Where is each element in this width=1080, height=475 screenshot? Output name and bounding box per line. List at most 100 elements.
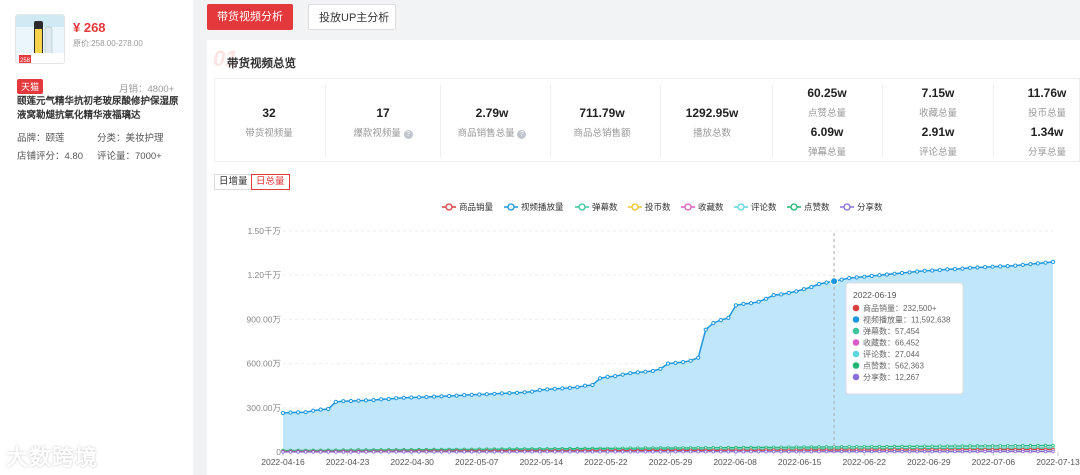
plays-point (998, 264, 1003, 269)
stat-value: 1.34w (1030, 125, 1064, 139)
divider (882, 85, 883, 157)
x-tick-label: 2022-04-23 (326, 457, 370, 467)
plays-point (620, 372, 625, 377)
series-point (688, 450, 693, 454)
series-point (432, 450, 436, 454)
tab-video-analysis[interactable]: 带货视频分析 (207, 4, 293, 30)
plays-point (280, 410, 286, 416)
tooltip-marker (852, 362, 860, 369)
brand-label: 品牌： (17, 133, 46, 144)
tooltip-marker (852, 316, 860, 323)
plays-point (975, 265, 980, 270)
plays-point (424, 394, 429, 400)
x-tick-label: 2022-05-07 (455, 457, 499, 467)
divider (325, 85, 326, 157)
series-point (1013, 449, 1017, 454)
legend-marker (684, 203, 692, 211)
series-point (613, 450, 617, 454)
series-point (711, 450, 715, 454)
stat-danmaku: 6.09w 弹幕总量 (777, 125, 877, 158)
plays-point (431, 394, 437, 399)
series-point (319, 450, 323, 454)
category-info: 分类：美妆护理 (97, 130, 164, 144)
series-point (817, 450, 821, 454)
tooltip-item: 商品销量：232,500+ (863, 303, 937, 313)
tooltip-item: 视频播放量：11,592,638 (863, 315, 951, 325)
plays-point (401, 395, 406, 400)
product-image[interactable]: 258 (15, 14, 65, 64)
plays-point (688, 358, 693, 363)
plays-point (665, 361, 671, 366)
plays-point (326, 406, 331, 412)
plays-point (892, 271, 897, 276)
stat-value: 7.15w (921, 86, 955, 100)
series-point (334, 450, 338, 454)
series-point (938, 449, 942, 454)
y-tick-label: 900.00万 (247, 314, 282, 324)
plays-point (296, 410, 301, 415)
tooltip-item: 评论数：27,044 (863, 349, 920, 359)
product-title[interactable]: 颐莲元气精华抗初老玻尿酸修护保湿原液窝勒煺抗氧化精华液福璃达 (17, 96, 179, 121)
product-price: ¥ 268 (73, 20, 106, 35)
series-point (681, 450, 685, 454)
series-point (371, 450, 376, 454)
stat-value: 6.09w (810, 125, 844, 139)
plays-point (507, 391, 512, 396)
series-point (296, 450, 300, 454)
tab-up-analysis[interactable]: 投放UP主分析 (308, 4, 396, 30)
stats-summary: 32 带货视频量 17 爆款视频量 ? 2.79w 商品销售总量 ? 711.7… (214, 78, 1080, 162)
series-point (1021, 449, 1025, 454)
series-point (628, 450, 632, 454)
plays-point (922, 268, 927, 273)
reviews-info: 评论量：7000+ (97, 148, 162, 162)
series-point (666, 450, 670, 454)
original-price: 原价:258.00-278.00 (73, 39, 143, 48)
plays-point (341, 399, 346, 404)
tooltip-item: 分享数：12,267 (863, 372, 920, 382)
plays-point (628, 371, 633, 376)
tooltip-date: 2022-06-19 (853, 290, 897, 300)
plays-point (454, 393, 459, 398)
plays-point (869, 273, 874, 278)
stat-value: 17 (376, 106, 390, 120)
series-point (402, 450, 406, 454)
plays-point (560, 386, 565, 391)
plays-point (311, 408, 316, 413)
legend-label: 弹幕数 (592, 202, 618, 212)
toggle-daily-total[interactable]: 日总量 (251, 174, 290, 190)
stat-label: 商品销售总量 ? (442, 125, 542, 139)
plays-point (658, 366, 663, 371)
series-point (409, 450, 413, 454)
brand-info: 品牌：颐莲 (17, 130, 65, 144)
brand-watermark: 大数跨境 (6, 440, 98, 472)
series-point (485, 450, 489, 454)
plays-point (967, 265, 973, 270)
legend-marker (843, 203, 851, 211)
series-point (636, 450, 640, 454)
plays-point (469, 392, 474, 397)
plays-point (499, 391, 504, 396)
help-icon[interactable]: ? (517, 130, 527, 139)
plays-point (1028, 262, 1033, 267)
stat-label: 投币总量 (1027, 108, 1066, 119)
help-icon[interactable]: ? (403, 130, 413, 139)
plays-point (1013, 263, 1018, 268)
series-point (930, 449, 934, 454)
plays-point (899, 270, 905, 276)
series-point (779, 450, 783, 454)
series-point (568, 450, 572, 454)
plays-point (990, 264, 995, 269)
plays-point (937, 267, 942, 273)
stat-label: 带货视频量 (245, 128, 293, 139)
plays-point (862, 274, 867, 279)
series-point (892, 449, 897, 454)
tooltip-item: 弹幕数：57,454 (863, 326, 920, 336)
series-point (477, 450, 481, 454)
shop-score-value: 4.80 (64, 151, 84, 162)
stat-value: 2.79w (475, 106, 509, 120)
tooltip-marker (852, 350, 860, 358)
plays-point (764, 296, 769, 301)
plays-point (884, 272, 890, 277)
stat-value: 60.25w (807, 86, 847, 100)
series-point (522, 450, 527, 454)
